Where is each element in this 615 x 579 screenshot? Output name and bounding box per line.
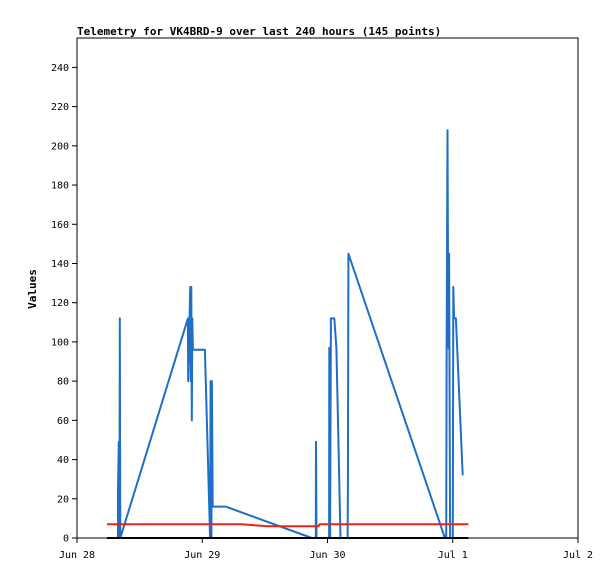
y-tick-label: 240	[51, 63, 69, 74]
plot-area	[76, 37, 579, 539]
y-tick-label: 40	[57, 455, 69, 466]
x-tick-label: Jun 29	[184, 550, 220, 561]
x-axis-ticks: Jun 28 Jun 29 Jun 30 Jul 1 Jul 2	[59, 538, 593, 561]
y-axis-label: Values	[26, 269, 39, 309]
y-tick-label: 60	[57, 416, 69, 427]
x-tick-label: Jun 28	[59, 550, 95, 561]
y-tick-label: 200	[51, 141, 69, 152]
y-tick-label: 20	[57, 494, 69, 505]
y-tick-label: 100	[51, 337, 69, 348]
series-line-2	[107, 523, 469, 528]
y-tick-label: 80	[57, 377, 69, 388]
y-tick-label: 160	[51, 220, 69, 231]
x-tick-label: Jul 2	[563, 550, 593, 561]
x-tick-label: Jun 30	[309, 550, 345, 561]
y-tick-label: 120	[51, 298, 69, 309]
chart-title: Telemetry for VK4BRD-9 over last 240 hou…	[77, 25, 441, 38]
y-tick-label: 140	[51, 259, 69, 270]
y-axis-ticks: 0 20 40 60 80 100 120 140 160 180 200 220 240	[51, 63, 77, 545]
data-series	[107, 129, 469, 539]
y-tick-label: 0	[63, 534, 69, 545]
x-tick-label: Jul 1	[438, 550, 468, 561]
series-line-1	[117, 129, 464, 539]
y-tick-label: 180	[51, 181, 69, 192]
y-tick-label: 220	[51, 102, 69, 113]
